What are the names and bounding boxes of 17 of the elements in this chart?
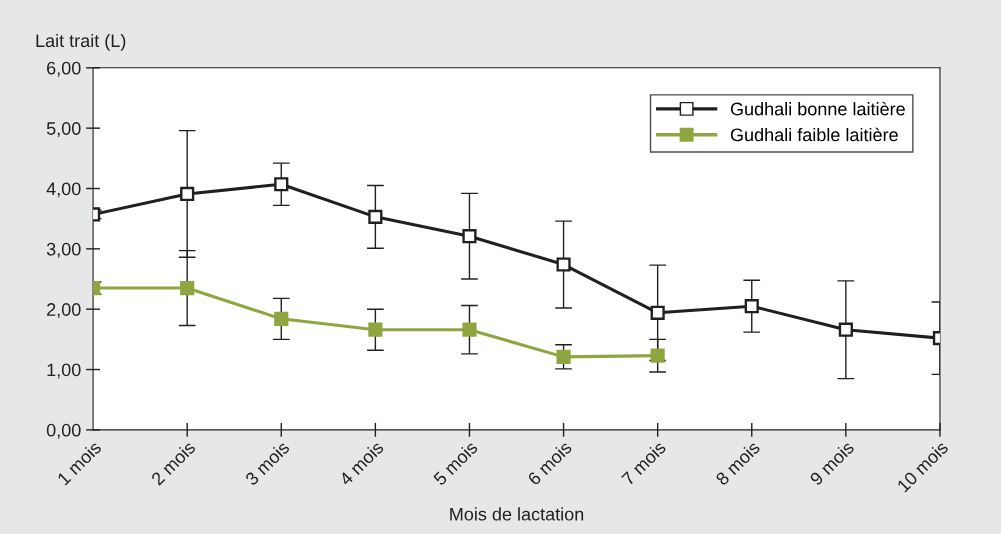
point bbox=[274, 311, 289, 326]
x-axis-title: Mois de lactation bbox=[450, 507, 584, 521]
y-tick-label: 3,00 bbox=[46, 242, 81, 258]
y-tick-label: 6,00 bbox=[47, 61, 81, 77]
legend-label: Gudhali bonne laitière bbox=[730, 101, 905, 116]
point bbox=[368, 322, 383, 337]
legend-label: Gudhali faible laitière bbox=[730, 127, 898, 142]
point bbox=[650, 348, 665, 363]
point bbox=[462, 322, 477, 337]
y-tick-label: 2,00 bbox=[47, 303, 81, 319]
point bbox=[180, 280, 195, 296]
y-tick-label: 0,00 bbox=[46, 423, 81, 439]
point bbox=[556, 349, 571, 364]
y-tick-label: 1,00 bbox=[47, 363, 81, 379]
y-tick-label: 4,00 bbox=[46, 182, 81, 198]
y-axis-title: Lait trait (L) bbox=[36, 33, 126, 51]
y-tick-label: 5,00 bbox=[46, 122, 81, 138]
